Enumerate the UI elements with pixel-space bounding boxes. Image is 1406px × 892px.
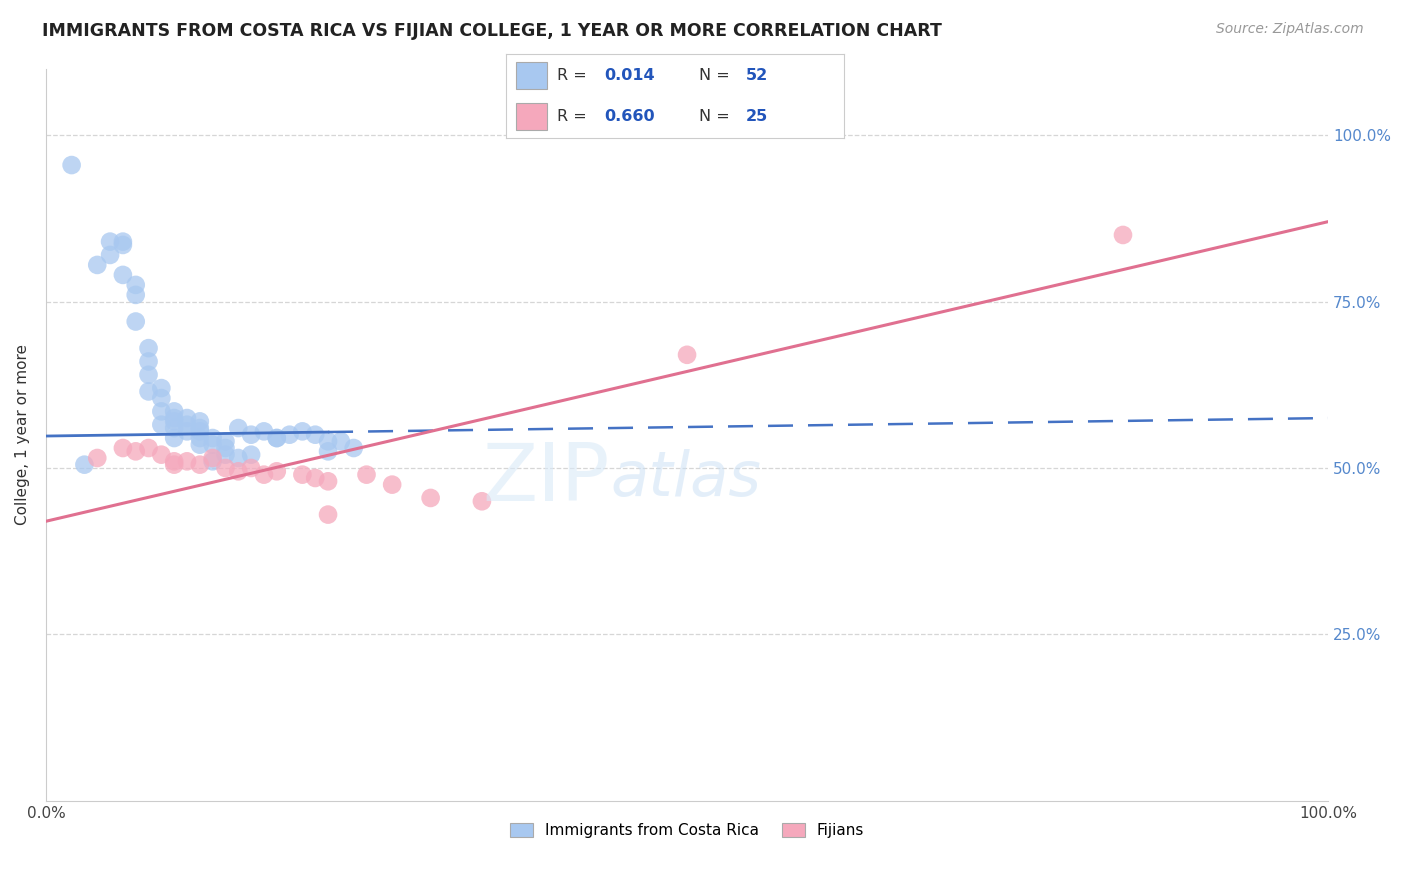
Point [111,238,134,252]
FancyBboxPatch shape [516,103,547,130]
Point [214,448,236,462]
Point [240,448,263,462]
Point [356,467,378,482]
Point [163,421,186,435]
Text: N =: N = [699,68,734,83]
Point [226,464,249,478]
Point [98,248,121,262]
Text: 0.014: 0.014 [605,68,655,83]
Point [150,391,173,405]
Point [163,458,186,472]
Point [201,438,224,452]
Point [316,444,339,458]
Point [125,314,148,328]
Point [316,434,339,449]
Text: ZIP: ZIP [482,440,610,517]
Point [676,348,699,362]
Point [176,425,198,439]
Y-axis label: College, 1 year or more: College, 1 year or more [15,344,30,525]
Point [86,258,108,272]
Point [138,384,160,399]
Point [176,411,198,425]
Point [60,158,83,172]
Text: atlas: atlas [610,449,761,508]
Point [291,467,314,482]
Point [304,471,326,485]
Point [188,431,211,445]
Text: IMMIGRANTS FROM COSTA RICA VS FIJIAN COLLEGE, 1 YEAR OR MORE CORRELATION CHART: IMMIGRANTS FROM COSTA RICA VS FIJIAN COL… [42,22,942,40]
FancyBboxPatch shape [516,62,547,89]
Point [188,414,211,428]
Point [150,417,173,432]
Point [138,441,160,455]
Point [188,438,211,452]
Point [111,268,134,282]
Point [240,427,263,442]
Point [138,368,160,382]
Point [125,288,148,302]
Legend: Immigrants from Costa Rica, Fijians: Immigrants from Costa Rica, Fijians [503,817,870,845]
Point [253,467,276,482]
Point [329,434,352,449]
Point [253,425,276,439]
Point [163,454,186,468]
Point [111,235,134,249]
Point [111,441,134,455]
Text: 0.660: 0.660 [605,109,655,124]
Point [214,434,236,449]
Point [1112,227,1135,242]
Text: R =: R = [557,68,592,83]
Point [150,448,173,462]
Point [266,431,288,445]
Point [188,425,211,439]
Point [316,475,339,489]
Point [86,450,108,465]
Text: 25: 25 [745,109,768,124]
Point [201,450,224,465]
Point [163,414,186,428]
Point [214,461,236,475]
Point [138,341,160,355]
Point [381,477,404,491]
Point [125,444,148,458]
Point [316,508,339,522]
Point [214,441,236,455]
Point [226,421,249,435]
Point [125,277,148,292]
Point [240,461,263,475]
Point [138,354,160,368]
Point [201,431,224,445]
Point [304,427,326,442]
Text: N =: N = [699,109,734,124]
Point [291,425,314,439]
Point [176,454,198,468]
Point [278,427,301,442]
Point [471,494,494,508]
Point [188,421,211,435]
Point [266,431,288,445]
Point [150,404,173,418]
Point [163,411,186,425]
Point [98,235,121,249]
Text: Source: ZipAtlas.com: Source: ZipAtlas.com [1216,22,1364,37]
Point [163,431,186,445]
Point [201,454,224,468]
Point [188,458,211,472]
Point [73,458,96,472]
Point [163,404,186,418]
Text: 52: 52 [745,68,768,83]
Point [226,450,249,465]
Point [266,464,288,478]
Text: R =: R = [557,109,592,124]
Point [419,491,441,505]
Point [176,417,198,432]
Point [343,441,366,455]
Point [150,381,173,395]
